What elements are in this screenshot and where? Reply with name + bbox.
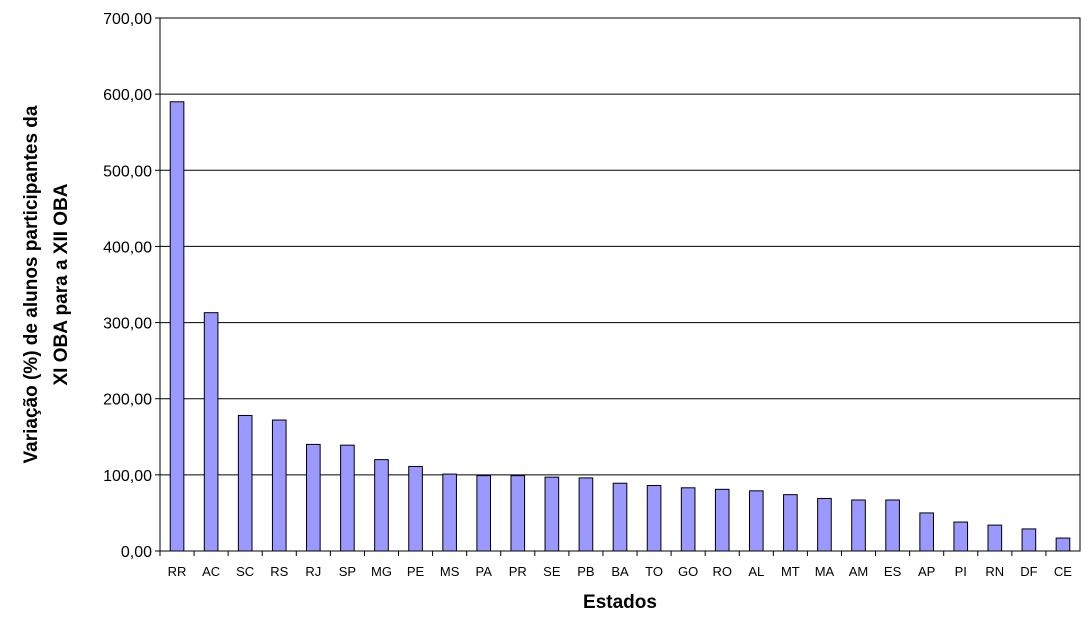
x-tick-label: TO bbox=[645, 564, 663, 579]
gridlines bbox=[160, 17, 1080, 476]
y-axis-title-line-1: Variação (%) de alunos participantes da bbox=[21, 105, 42, 463]
bar-go bbox=[680, 487, 696, 552]
x-tick-label: CE bbox=[1054, 564, 1072, 579]
x-tick-label: RJ bbox=[305, 564, 321, 579]
bar-pi bbox=[953, 521, 969, 552]
y-tick-label: 700,00 bbox=[103, 11, 152, 28]
bar-ms bbox=[442, 473, 457, 552]
x-tick-label: PA bbox=[476, 564, 493, 579]
bar-ba bbox=[612, 482, 628, 552]
bar-ac bbox=[203, 312, 219, 552]
y-tick-label: 500,00 bbox=[103, 163, 152, 180]
bar-sc bbox=[237, 414, 253, 552]
bar-to bbox=[646, 485, 662, 552]
bar-pb bbox=[578, 477, 594, 552]
x-tick-label: DF bbox=[1020, 564, 1037, 579]
x-tick-label: PB bbox=[577, 564, 594, 579]
x-tick-label: SC bbox=[236, 564, 254, 579]
x-tick-label: SE bbox=[543, 564, 561, 579]
x-tick-label: GO bbox=[678, 564, 698, 579]
x-tick-label: MA bbox=[815, 564, 835, 579]
x-tick-label: RO bbox=[712, 564, 732, 579]
bar-df bbox=[1021, 528, 1037, 552]
plot-area-frame bbox=[159, 17, 1081, 552]
x-axis-title: Estados bbox=[583, 592, 657, 613]
x-tick-label: PR bbox=[509, 564, 527, 579]
y-axis-ticks: 0,00 100,00 200,00 300,00 400,00 500,00 600,00… bbox=[103, 11, 160, 561]
y-tick-label: 0,00 bbox=[121, 544, 152, 561]
bar-rr bbox=[169, 101, 185, 552]
bar-rn bbox=[987, 524, 1003, 552]
x-tick-label: MS bbox=[440, 564, 460, 579]
bar-pr bbox=[510, 475, 526, 552]
x-tick-label: ES bbox=[884, 564, 902, 579]
bar-es bbox=[885, 499, 900, 552]
x-tick-label: PI bbox=[955, 564, 967, 579]
bar-ma bbox=[817, 497, 832, 552]
y-tick-label: 200,00 bbox=[103, 392, 152, 409]
x-tick-label: AM bbox=[849, 564, 869, 579]
bar-rj bbox=[306, 443, 321, 552]
x-tick-label: SP bbox=[339, 564, 356, 579]
y-tick-label: 300,00 bbox=[103, 316, 152, 333]
x-tick-label: AP bbox=[918, 564, 935, 579]
x-tick-label: RN bbox=[985, 564, 1004, 579]
bar-ro bbox=[714, 488, 730, 552]
x-axis-ticks: RR AC SC RS RJ SP MG PE MS PA PR SE PB BA TO GO RO AL MT MA… bbox=[159, 551, 1072, 579]
x-tick-label: RS bbox=[270, 564, 288, 579]
bar-al bbox=[748, 490, 764, 552]
bar-mg bbox=[374, 459, 389, 552]
bar-mt bbox=[783, 494, 798, 552]
x-tick-label: RR bbox=[168, 564, 187, 579]
x-tick-label: AC bbox=[202, 564, 220, 579]
x-tick-label: AL bbox=[748, 564, 764, 579]
x-tick-label: MT bbox=[781, 564, 800, 579]
x-tick-label: MG bbox=[371, 564, 392, 579]
x-tick-label: PE bbox=[407, 564, 425, 579]
bar-ce bbox=[1055, 537, 1071, 552]
bar-pa bbox=[476, 475, 492, 552]
y-axis-title: Variação (%) de alunos participantes da … bbox=[21, 105, 72, 463]
bar-se bbox=[544, 476, 560, 552]
bar-am bbox=[851, 499, 866, 552]
bar-rs bbox=[271, 419, 287, 552]
y-tick-label: 600,00 bbox=[103, 87, 152, 104]
y-tick-label: 100,00 bbox=[103, 468, 152, 485]
bar-sp bbox=[340, 444, 355, 552]
y-tick-label: 400,00 bbox=[103, 239, 152, 256]
y-axis-title-line-2: XI OBA para a XII OBA bbox=[51, 183, 72, 385]
bar-ap bbox=[919, 512, 934, 552]
bars bbox=[169, 101, 1071, 552]
bar-pe bbox=[408, 465, 423, 552]
x-tick-label: BA bbox=[611, 564, 629, 579]
